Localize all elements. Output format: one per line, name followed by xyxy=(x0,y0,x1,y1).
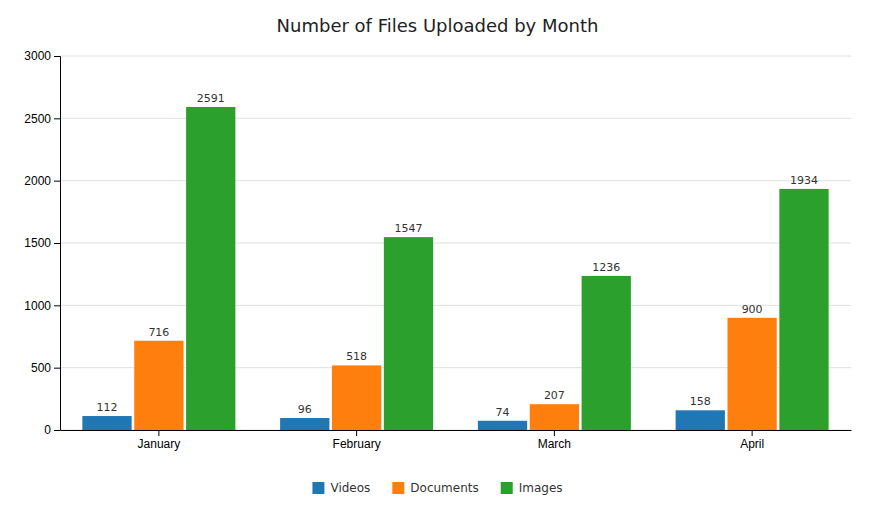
tick: January xyxy=(138,430,181,451)
grid-line xyxy=(60,180,851,181)
legend: Videos Documents Images xyxy=(312,481,562,495)
legend-swatch xyxy=(312,482,324,494)
data-label: 74 xyxy=(496,406,510,419)
tick-label: 0 xyxy=(44,423,51,437)
data-label: 1934 xyxy=(790,174,818,187)
bar xyxy=(134,341,183,430)
data-label: 900 xyxy=(742,303,763,316)
tick-mark xyxy=(54,56,60,57)
tick-label: 500 xyxy=(31,361,51,375)
legend-swatch xyxy=(392,482,404,494)
tick: March xyxy=(538,430,571,451)
bar xyxy=(478,421,527,430)
tick-mark xyxy=(54,181,60,182)
tick: 1500 xyxy=(24,236,60,250)
data-label: 1236 xyxy=(592,261,620,274)
tick-label: 2500 xyxy=(24,112,51,126)
grid-line xyxy=(60,243,851,244)
data-label: 207 xyxy=(544,389,565,402)
tick-label: January xyxy=(138,437,181,451)
bar xyxy=(727,318,776,430)
tick: 1000 xyxy=(24,299,60,313)
grid-line xyxy=(60,56,851,57)
data-label: 716 xyxy=(148,326,169,339)
tick: 2000 xyxy=(24,174,60,188)
grid xyxy=(60,56,851,430)
bar xyxy=(582,276,631,430)
bar xyxy=(384,237,433,430)
data-label: 158 xyxy=(690,395,711,408)
tick: 2500 xyxy=(24,112,60,126)
title: Number of Files Uploaded by Month xyxy=(277,15,599,36)
tick-mark xyxy=(752,430,753,436)
axis-line xyxy=(61,430,852,431)
bar xyxy=(676,410,725,430)
tick-mark xyxy=(356,430,357,436)
tick-mark xyxy=(54,118,60,119)
tick: 500 xyxy=(31,361,60,375)
data-label: 96 xyxy=(298,403,312,416)
x-axis: January February March April xyxy=(61,430,852,451)
tick-mark xyxy=(54,430,60,431)
tick-label: March xyxy=(538,437,571,451)
legend-item: Images xyxy=(501,481,563,495)
tick: April xyxy=(740,430,764,451)
data-label: 1547 xyxy=(394,222,422,235)
tick: February xyxy=(333,430,381,451)
legend-label: Images xyxy=(519,481,563,495)
legend-item: Videos xyxy=(312,481,370,495)
tick: 0 xyxy=(44,423,60,437)
bar xyxy=(779,189,828,430)
data-label: 518 xyxy=(346,350,367,363)
bars xyxy=(82,107,828,430)
legend-label: Documents xyxy=(410,481,478,495)
bar xyxy=(186,107,235,430)
grid-line xyxy=(60,118,851,119)
bar xyxy=(530,404,579,430)
tick: 3000 xyxy=(24,49,60,63)
axis-line xyxy=(54,57,61,431)
bar xyxy=(280,418,329,430)
tick-mark xyxy=(554,430,555,436)
y-axis: 0 500 1000 1500 2000 2500 3000 xyxy=(24,49,60,437)
legend-label: Videos xyxy=(330,481,370,495)
tick-label: 1500 xyxy=(24,236,51,250)
tick-mark xyxy=(54,243,60,244)
tick-mark xyxy=(54,368,60,369)
tick-label: February xyxy=(333,437,381,451)
tick-label: 3000 xyxy=(24,49,51,63)
tick-mark xyxy=(54,305,60,306)
tick-mark xyxy=(158,430,159,436)
data-labels: 112 96 74 158 716 518 207 900 2591 1547 1236 1934 xyxy=(97,92,818,419)
bar xyxy=(332,365,381,430)
legend-item: Documents xyxy=(392,481,478,495)
data-label: 2591 xyxy=(197,92,225,105)
data-label: 112 xyxy=(97,401,118,414)
chart: 112 96 74 158 716 518 207 900 2591 1547 1236 1934 0 5… xyxy=(0,0,875,514)
bar xyxy=(82,416,131,430)
tick-label: 2000 xyxy=(24,174,51,188)
tick-label: 1000 xyxy=(24,299,51,313)
grid-line xyxy=(60,305,851,306)
plot: 112 96 74 158 716 518 207 900 2591 1547 1236 1934 0 5… xyxy=(24,49,851,450)
tick-label: April xyxy=(740,437,764,451)
legend-swatch xyxy=(501,482,513,494)
